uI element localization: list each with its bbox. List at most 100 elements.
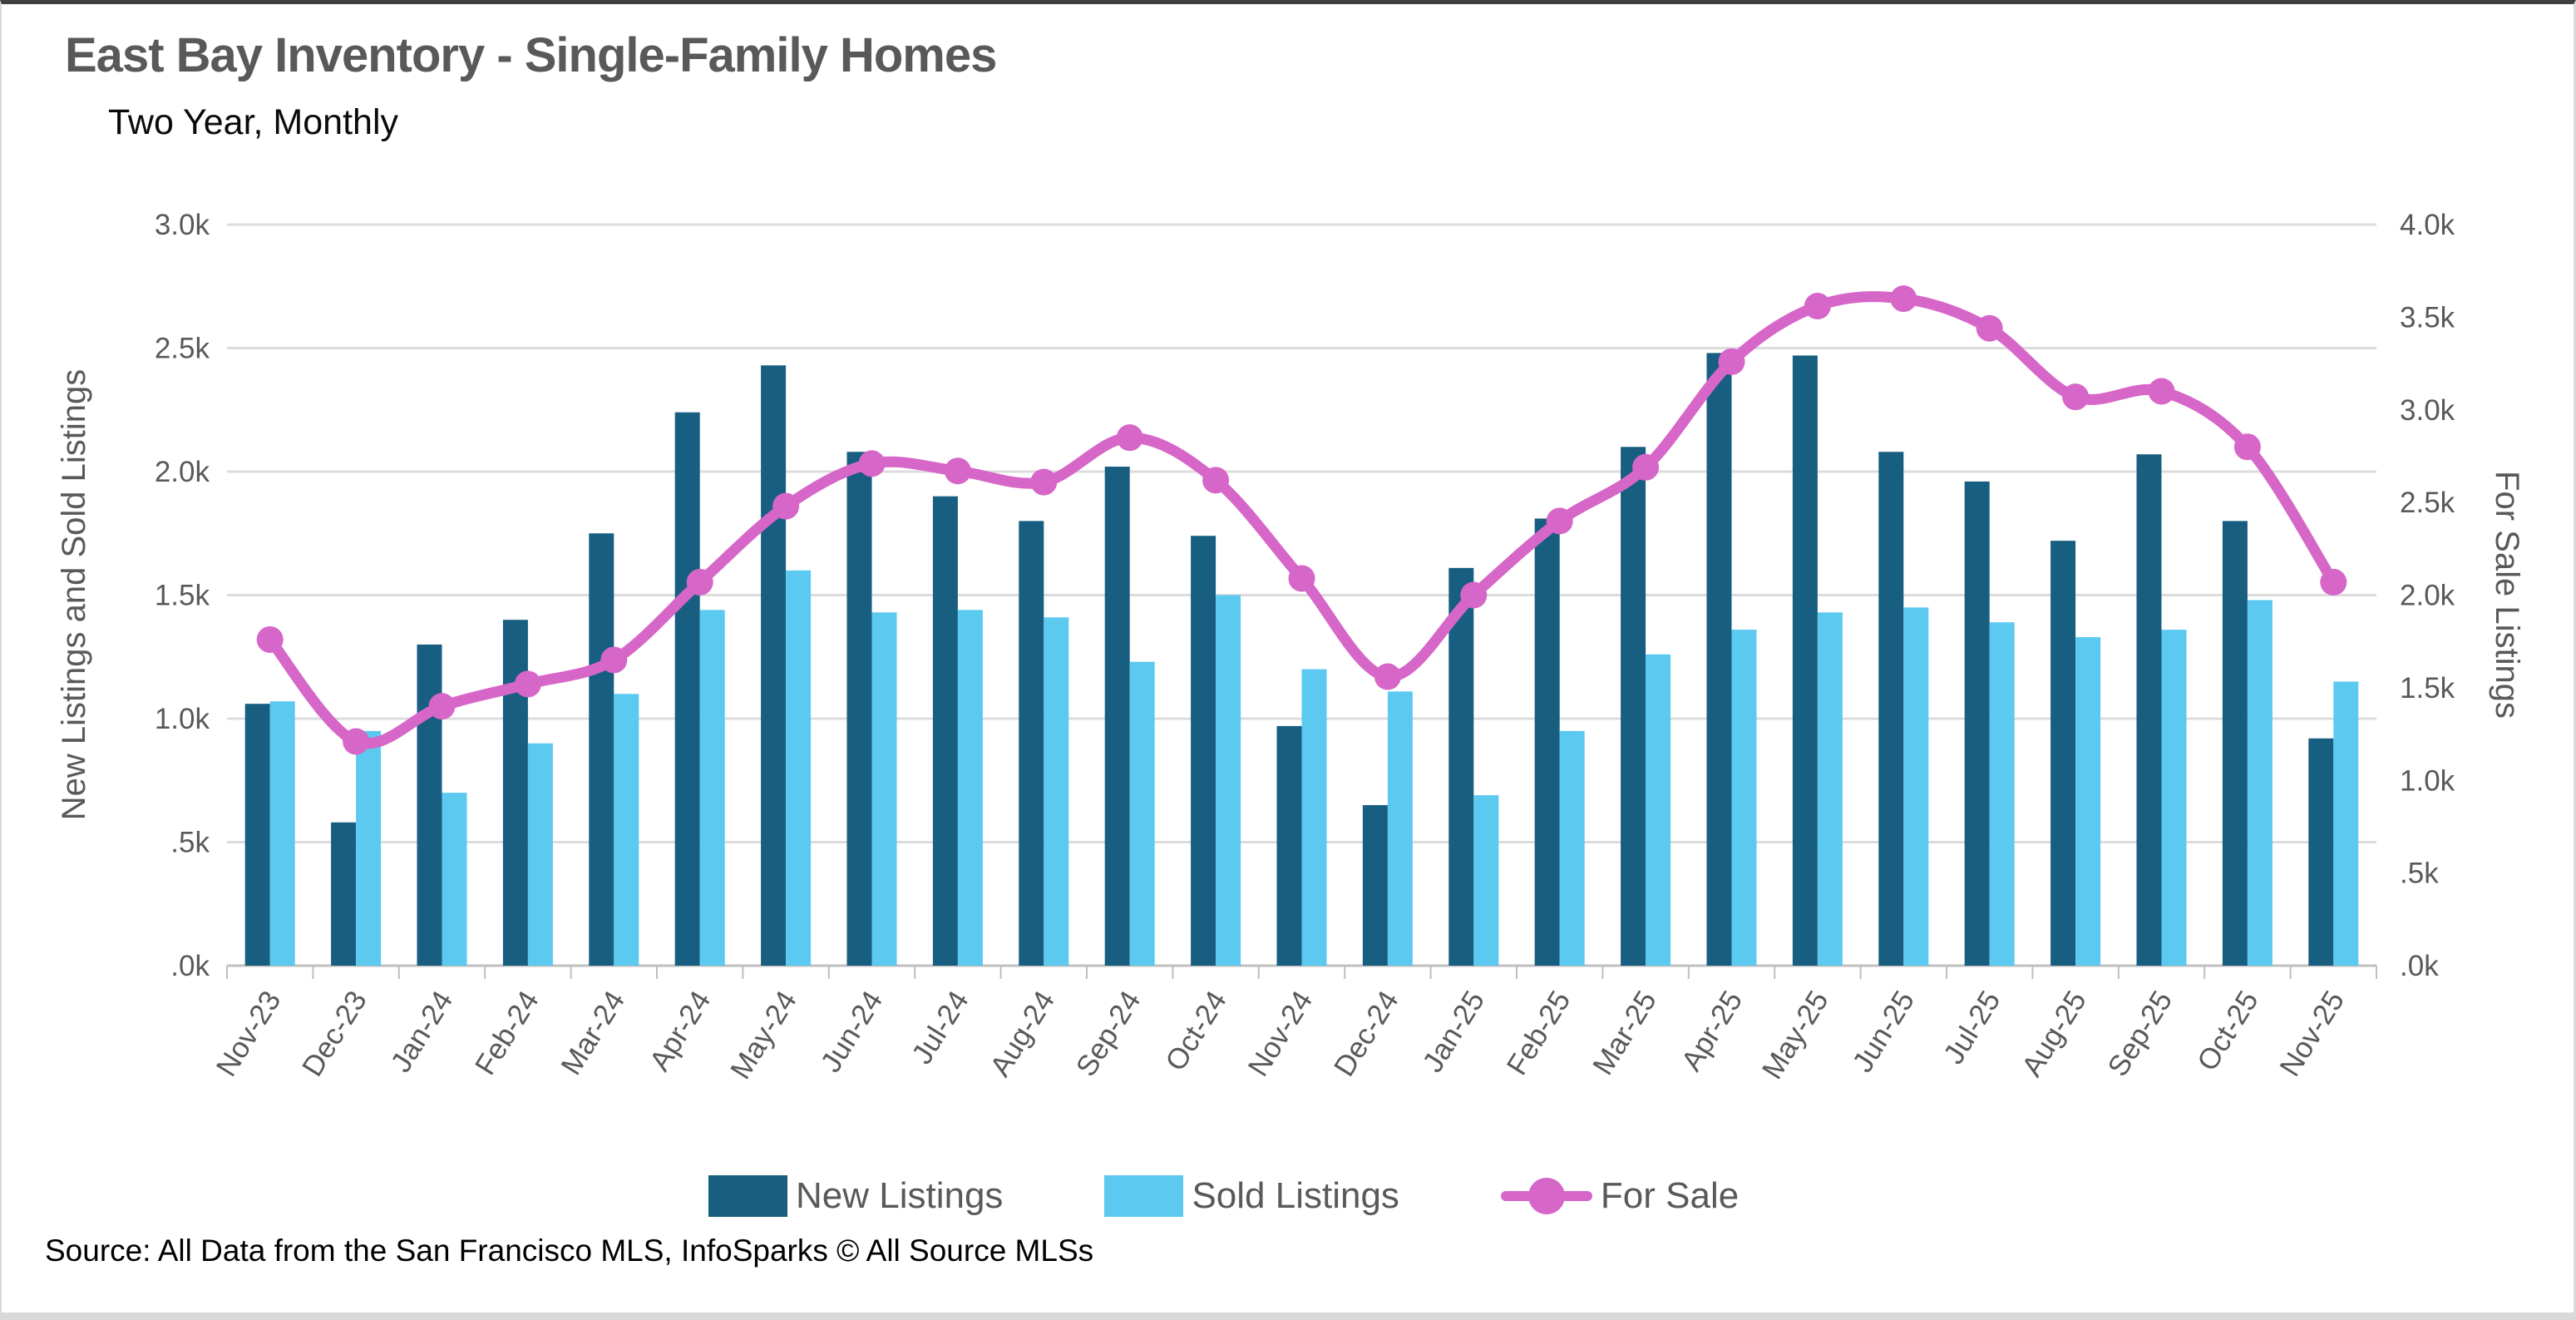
bar-sold-listings xyxy=(614,694,639,966)
legend-item-sold-listings: Sold Listings xyxy=(1104,1175,1399,1217)
bar-sold-listings xyxy=(1817,612,1843,966)
for-sale-marker xyxy=(772,492,800,520)
x-axis-month-label: Sep-24 xyxy=(1070,986,1147,1082)
for-sale-marker xyxy=(514,670,541,698)
bar-sold-listings xyxy=(527,743,553,966)
right-axis-tick-label: 3.5k xyxy=(2400,301,2455,334)
bar-sold-listings xyxy=(1989,622,2015,966)
for-sale-marker xyxy=(600,646,628,674)
for-sale-marker xyxy=(1718,348,1745,375)
bar-sold-listings xyxy=(1731,630,1757,966)
left-axis-title: New Listings and Sold Listings xyxy=(56,369,92,821)
right-axis-tick-label: 2.5k xyxy=(2400,487,2455,519)
for-sale-marker xyxy=(1632,453,1660,481)
x-axis-month-label: Feb-25 xyxy=(1501,986,1577,1081)
x-axis-month-label: Jun-25 xyxy=(1846,986,1921,1078)
legend: New Listings Sold Listings For Sale xyxy=(708,1175,1739,1217)
for-sale-marker xyxy=(2148,378,2175,405)
bar-new-listings xyxy=(1191,536,1216,966)
bar-sold-listings xyxy=(2075,636,2101,966)
left-axis-tick-label: .5k xyxy=(170,827,210,859)
legend-label: New Listings xyxy=(796,1175,1004,1216)
for-sale-marker xyxy=(1804,293,1831,320)
x-axis-month-label: Feb-24 xyxy=(469,986,545,1081)
for-sale-marker xyxy=(2233,433,2261,461)
x-axis-month-label: Jan-25 xyxy=(1416,986,1491,1078)
left-axis-tick-label: 1.5k xyxy=(155,580,210,612)
bar-sold-listings xyxy=(1129,661,1155,966)
x-axis-month-label: Oct-24 xyxy=(1159,986,1233,1077)
x-axis-month-label: Sep-25 xyxy=(2101,986,2179,1082)
bar-new-listings xyxy=(1534,518,1560,966)
page-title: East Bay Inventory - Single-Family Homes xyxy=(65,28,997,82)
legend-item-for-sale: For Sale xyxy=(1500,1175,1739,1217)
x-axis-month-label: Jul-24 xyxy=(906,986,975,1070)
bar-sold-listings xyxy=(356,730,382,966)
bar-new-listings xyxy=(1448,567,1474,966)
x-axis-month-label: Nov-25 xyxy=(2273,986,2351,1082)
x-axis-month-label: Oct-25 xyxy=(2191,986,2265,1077)
for-sale-line-marker-icon xyxy=(1500,1175,1592,1217)
for-sale-marker xyxy=(686,568,713,596)
bar-new-listings xyxy=(589,533,614,966)
right-axis-tick-label: 4.0k xyxy=(2400,209,2455,241)
x-axis-month-label: Apr-24 xyxy=(644,986,718,1077)
bar-new-listings xyxy=(1362,804,1388,966)
x-axis-month-label: Apr-25 xyxy=(1675,986,1749,1077)
bar-new-listings xyxy=(1964,481,1990,966)
right-axis-tick-label: 3.0k xyxy=(2400,394,2455,427)
left-axis-tick-label: 2.0k xyxy=(155,456,210,488)
bar-new-listings xyxy=(417,644,442,966)
for-sale-marker xyxy=(1030,468,1058,496)
sold-listings-swatch-icon xyxy=(1104,1175,1184,1217)
inventory-chart: 3.0k 2.5k 2.0k 1.5k 1.0k .5k .0k 4.0k 3.5k 3.0k 2.… xyxy=(56,209,2525,1085)
for-sale-marker xyxy=(1288,565,1315,592)
for-sale-marker xyxy=(256,625,284,653)
bar-new-listings xyxy=(846,452,872,966)
x-axis-month-label: Nov-24 xyxy=(1241,986,1319,1082)
bar-sold-listings xyxy=(1301,669,1327,966)
bar-new-listings xyxy=(761,365,787,966)
x-axis-month-label: Mar-25 xyxy=(1587,986,1663,1081)
bar-sold-listings xyxy=(871,612,897,966)
bar-sold-listings xyxy=(786,570,812,966)
bar-sold-listings xyxy=(269,701,295,966)
for-sale-marker xyxy=(858,450,886,477)
for-sale-marker xyxy=(1374,663,1401,690)
x-axis-month-label: Mar-24 xyxy=(555,986,631,1081)
bar-sold-listings xyxy=(1473,795,1499,966)
for-sale-marker xyxy=(1202,467,1230,494)
bar-sold-listings xyxy=(1646,654,1671,966)
new-listings-swatch-icon xyxy=(708,1175,787,1217)
x-axis-month-label: Nov-23 xyxy=(210,986,288,1082)
bar-sold-listings xyxy=(2247,600,2273,966)
bar-sold-listings xyxy=(1903,607,1929,966)
left-axis-tick-label: 1.0k xyxy=(155,703,210,735)
bar-new-listings xyxy=(1878,452,1904,966)
for-sale-marker xyxy=(1116,424,1143,452)
legend-label: Sold Listings xyxy=(1192,1175,1399,1216)
bar-new-listings xyxy=(2308,738,2334,966)
x-axis-month-label: Jun-24 xyxy=(814,986,889,1078)
bar-new-listings xyxy=(2136,454,2162,966)
bar-new-listings xyxy=(2050,541,2076,966)
page-subtitle: Two Year, Monthly xyxy=(108,102,398,142)
legend-item-new-listings: New Listings xyxy=(708,1175,1003,1217)
right-axis-tick-label: .5k xyxy=(2400,858,2439,890)
for-sale-marker xyxy=(2062,383,2090,411)
for-sale-marker xyxy=(428,693,456,720)
bar-sold-listings xyxy=(1387,691,1413,966)
for-sale-marker xyxy=(1890,285,1917,313)
left-axis-tick-label: 3.0k xyxy=(155,209,210,241)
x-axis-month-label: Jan-24 xyxy=(384,986,459,1078)
for-sale-marker xyxy=(1546,507,1573,535)
for-sale-marker xyxy=(1976,314,2003,342)
x-axis-month-label: Jul-25 xyxy=(1937,986,2007,1070)
x-axis-month-label: Aug-24 xyxy=(984,986,1061,1082)
bar-sold-listings xyxy=(2333,681,2359,966)
for-sale-marker xyxy=(944,457,971,485)
bar-new-listings xyxy=(244,704,270,966)
bar-new-listings xyxy=(1019,521,1044,966)
x-axis-month-label: Dec-24 xyxy=(1328,986,1405,1082)
